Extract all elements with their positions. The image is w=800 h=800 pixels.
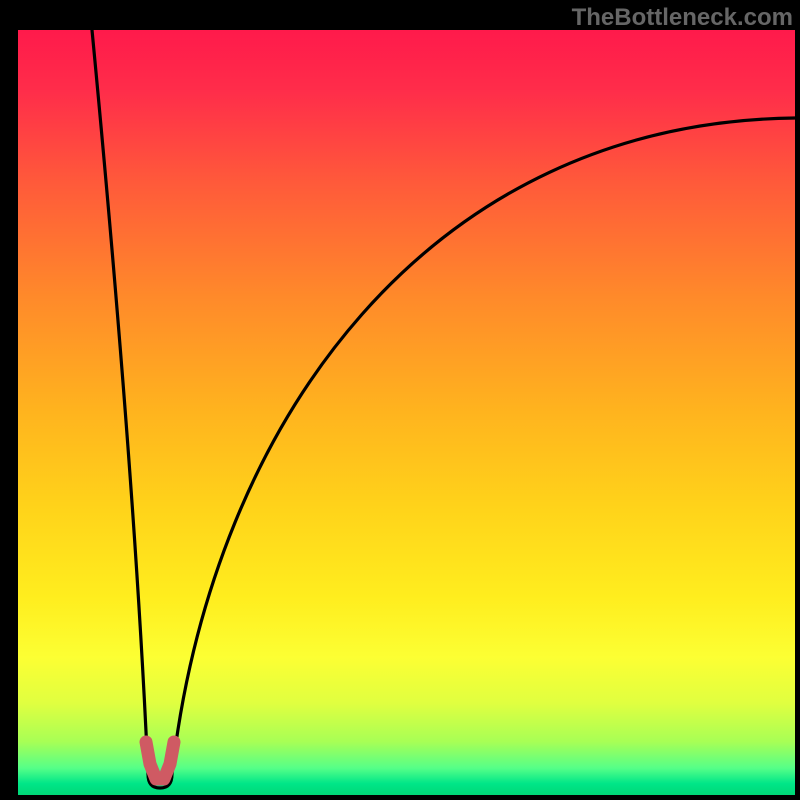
gradient-background	[18, 30, 795, 795]
bottleneck-curve-plot	[0, 0, 800, 800]
watermark-text: TheBottleneck.com	[572, 4, 793, 31]
watermark-label: TheBottleneck.com	[572, 4, 793, 32]
